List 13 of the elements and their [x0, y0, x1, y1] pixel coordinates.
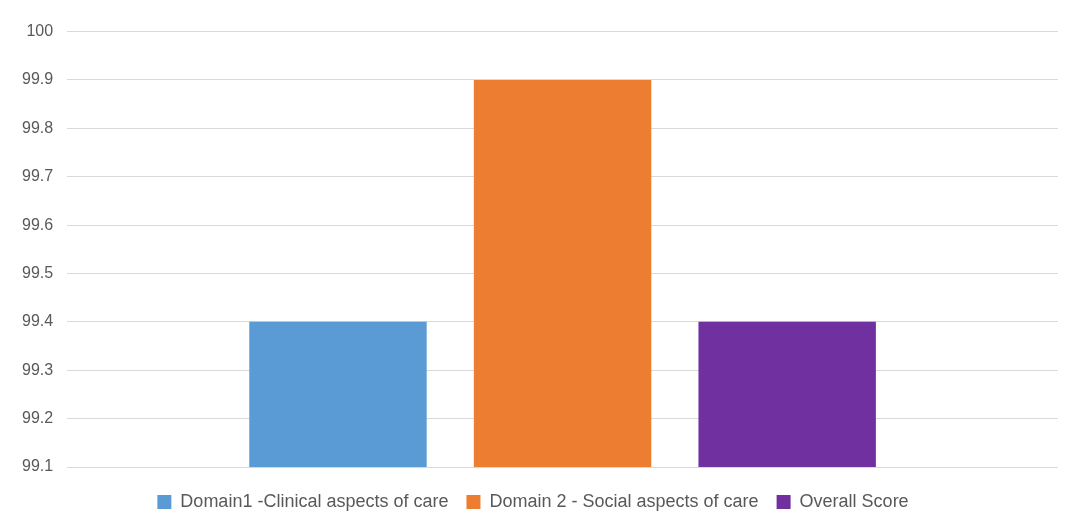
y-tick-label: 99.8	[22, 118, 54, 136]
y-tick-label: 99.5	[22, 263, 54, 281]
y-tick-label: 99.1	[22, 457, 54, 475]
legend-label: Overall Score	[799, 490, 909, 511]
y-tick-label: 99.2	[22, 409, 54, 427]
y-tick-label: 99.6	[22, 215, 54, 233]
y-tick-label: 99.4	[22, 312, 54, 330]
legend-label: Domain 2 - Social aspects of care	[489, 490, 759, 511]
y-tick-label: 99.3	[22, 360, 54, 378]
y-tick-label: 100	[26, 22, 54, 40]
y-tick-label: 99.9	[22, 70, 54, 88]
y-tick-label: 99.7	[22, 167, 54, 185]
legend-label: Domain1 -Clinical aspects of care	[180, 490, 449, 511]
